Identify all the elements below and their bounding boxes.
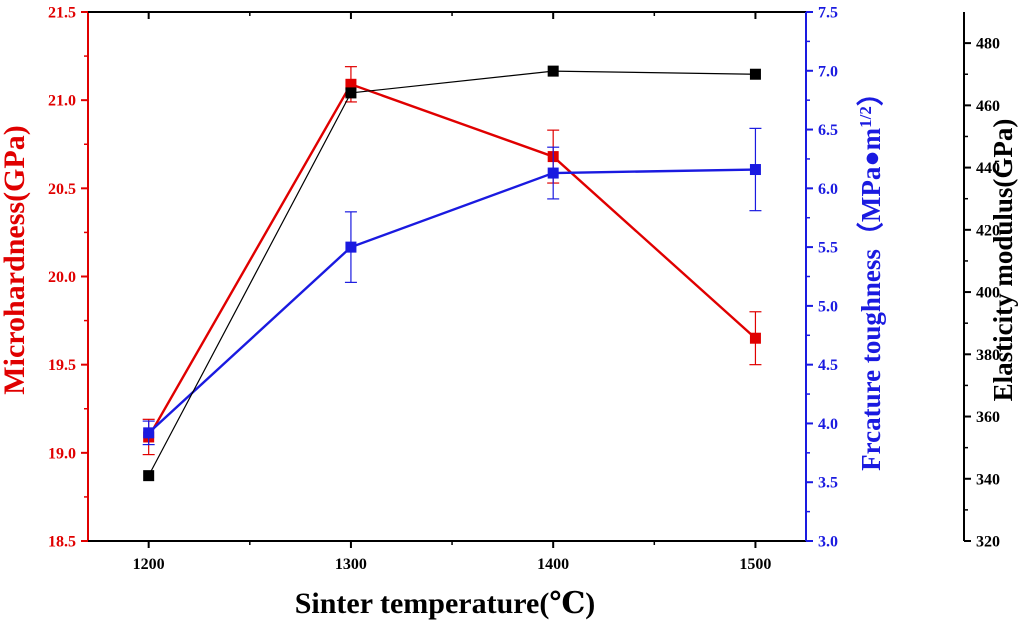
right1-tick-label: 6.5 (818, 122, 838, 139)
data-point-right1 (547, 167, 559, 179)
right1-tick-label: 5.0 (818, 298, 838, 315)
data-point-right1 (749, 164, 761, 176)
series-line-right2 (148, 70, 756, 476)
series-line-left (147, 82, 757, 438)
right1-tick-label: 3.5 (818, 475, 838, 492)
right1-axis-title: Frcature toughness（MPa●m1/2） (856, 79, 887, 471)
data-point-right2 (749, 68, 761, 80)
left-tick-label: 21.0 (48, 93, 76, 110)
plot-frame (87, 11, 965, 542)
right2-tick-label: 460 (976, 98, 1000, 115)
right2-tick-label: 420 (976, 222, 1000, 239)
right1-tick-label: 7.5 (818, 5, 838, 22)
right1-axis-title-end: ） (856, 79, 886, 106)
right1-tick-label: 4.0 (818, 416, 838, 433)
data-point-left (749, 332, 761, 344)
data-point-right2 (345, 87, 357, 99)
right2-tick-label: 340 (976, 471, 1000, 488)
x-tick-label: 1400 (537, 556, 569, 573)
series (142, 65, 762, 482)
right2-axis-title: Elasticity modulus(GPa) (988, 119, 1018, 402)
left-tick-label: 21.5 (48, 5, 76, 22)
left-tick-label: 20.0 (48, 269, 76, 286)
left-tick-label: 20.5 (48, 181, 76, 198)
right2-tick-label: 320 (976, 534, 1000, 551)
x-axis-title: Sinter temperature(℃) (295, 587, 596, 620)
x-tick-label: 1200 (133, 556, 165, 573)
right2-tick-label: 480 (976, 36, 1000, 53)
right2-tick-label: 360 (976, 409, 1000, 426)
series-line-right1 (147, 168, 756, 434)
right1-axis-title-sup: 1/2 (856, 106, 875, 128)
right1-tick-label: 7.0 (818, 63, 838, 80)
right1-tick-label: 3.0 (818, 534, 838, 551)
left-tick-label: 19.0 (48, 445, 76, 462)
data-point-right2 (143, 470, 155, 482)
data-point-right1 (345, 241, 357, 253)
right2-tick-label: 400 (976, 285, 1000, 302)
right1-tick-label: 6.0 (818, 181, 838, 198)
data-point-right2 (547, 65, 559, 77)
right1-axis-title-main: Frcature toughness（MPa●m (856, 127, 886, 471)
right2-tick-label: 380 (976, 347, 1000, 364)
data-point-right1 (143, 427, 155, 439)
x-tick-label: 1300 (335, 556, 367, 573)
right2-tick-label: 440 (976, 160, 1000, 177)
left-tick-label: 18.5 (48, 534, 76, 551)
left-axis-title: Microhardness(GPa) (0, 125, 31, 394)
right1-tick-label: 4.5 (818, 357, 838, 374)
axes: 1200 1300 1400 1500 18.5 19.0 19.5 20.0 20.5 21.0… (48, 5, 1000, 574)
x-tick-label: 1500 (739, 556, 771, 573)
left-tick-label: 19.5 (48, 357, 76, 374)
right1-tick-label: 5.5 (818, 240, 838, 257)
data-point-left (345, 78, 357, 90)
